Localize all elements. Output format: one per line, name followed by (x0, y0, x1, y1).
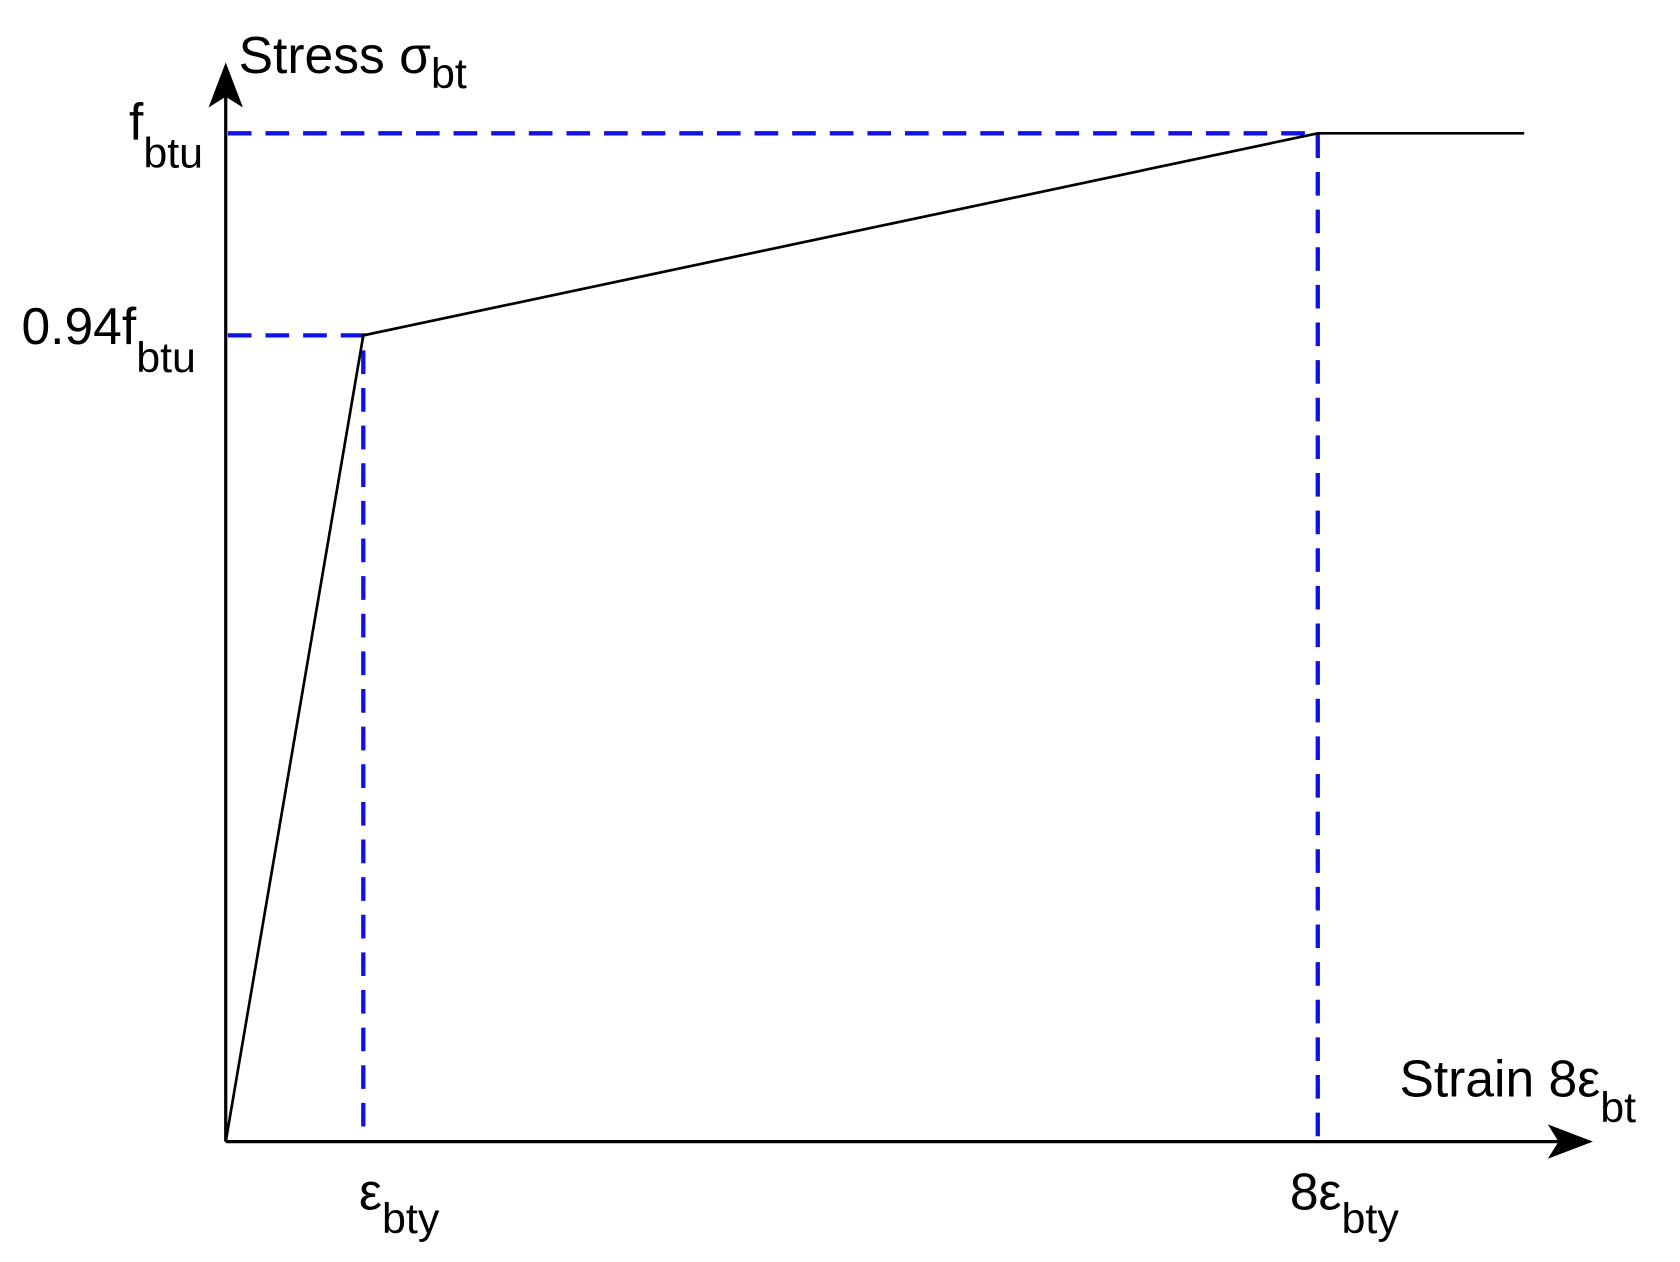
label-sub: btu (136, 334, 196, 382)
y-label: fbtu (129, 93, 203, 178)
x-axis-label: Strain 8εbt (1399, 1049, 1636, 1132)
axes (208, 62, 1593, 1159)
y-arrow (208, 62, 243, 108)
x-arrow (1547, 1124, 1593, 1159)
label-main: 8ε (1290, 1162, 1342, 1220)
label-main: Stress σ (239, 26, 431, 84)
label-main: f (129, 93, 144, 151)
x-label: 8εbty (1290, 1162, 1400, 1243)
label-main: 0.94f (21, 297, 136, 355)
label-sub: bt (1600, 1084, 1636, 1132)
label-sub: bt (431, 50, 467, 98)
y-label: 0.94fbtu (21, 297, 195, 382)
label-sub: btu (143, 130, 203, 178)
guides (227, 131, 1320, 1142)
x-label: εbty (359, 1162, 440, 1243)
stress-strain-curve (224, 131, 1525, 1142)
label-sub: bty (382, 1195, 440, 1243)
label-sub: bty (1342, 1195, 1400, 1243)
label-main: ε (359, 1162, 382, 1220)
guide-fbtu (227, 131, 1320, 1142)
label-main: Strain 8ε (1399, 1049, 1600, 1107)
y-axis-label: Stress σbt (239, 26, 467, 98)
